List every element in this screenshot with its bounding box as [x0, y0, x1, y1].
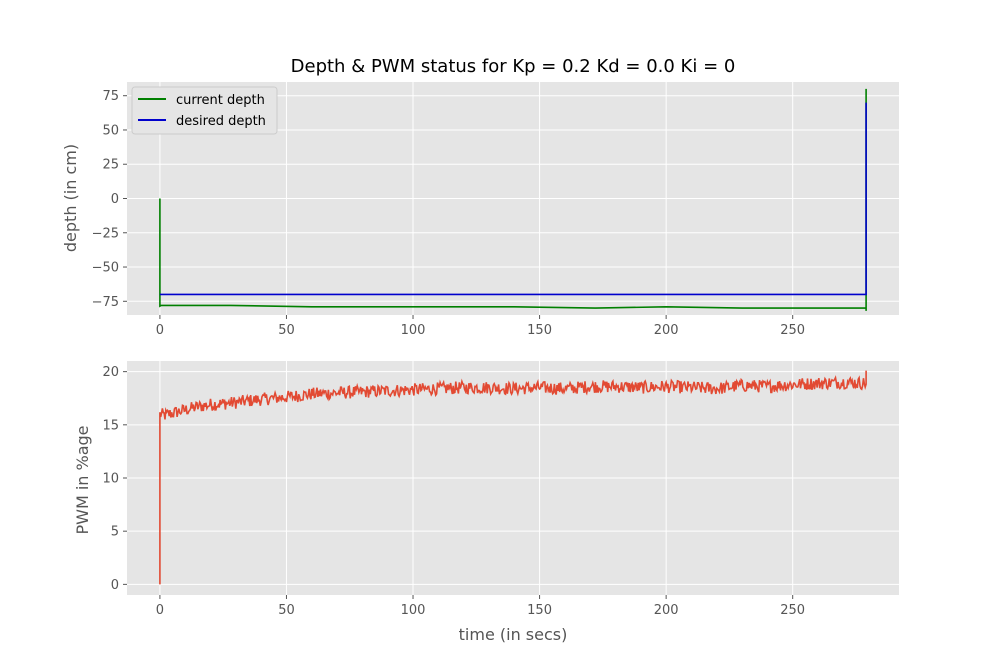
- chart-title: Depth & PWM status for Kp = 0.2 Kd = 0.0…: [291, 56, 736, 77]
- series-line-pwm: [159, 370, 867, 585]
- pwm-y-tick-label: 15: [102, 418, 119, 433]
- depth-x-tick-label: 0: [156, 323, 164, 338]
- legend-box: [131, 86, 278, 135]
- pwm-x-tick-label: 200: [654, 603, 679, 618]
- depth-y-tick-label: 0: [111, 192, 119, 207]
- pwm-x-tick-label: 250: [780, 603, 805, 618]
- series-line-current-depth: [159, 88, 867, 311]
- legend-label-desired-depth: desired depth: [176, 114, 266, 129]
- pwm-series: [159, 370, 867, 585]
- pwm-x-tick-label: 50: [278, 603, 295, 618]
- pwm-x-tick-label: 100: [401, 603, 426, 618]
- depth-y-tick-label: 25: [102, 158, 119, 173]
- pwm-y-tick-label: 5: [111, 525, 119, 540]
- depth-x-tick-label: 100: [401, 323, 426, 338]
- legend-label-current-depth: current depth: [176, 93, 265, 108]
- depth-y-tick-label: −25: [92, 226, 119, 241]
- pwm-y-tick-label: 10: [102, 472, 119, 487]
- depth-series: [159, 88, 867, 311]
- depth-y-tick-label: 75: [102, 89, 119, 104]
- depth-y-axis-label: depth (in cm): [61, 144, 80, 252]
- depth-y-tick-label: 50: [102, 123, 119, 138]
- depth-x-tick-label: 250: [780, 323, 805, 338]
- depth-x-tick-label: 150: [527, 323, 552, 338]
- pwm-y-axis-label: PWM in %age: [73, 425, 92, 534]
- depth-y-tick-label: −75: [92, 295, 119, 310]
- pwm-y-tick-label: 0: [111, 578, 119, 593]
- pwm-x-tick-label: 150: [527, 603, 552, 618]
- legend: current depth desired depth: [131, 86, 278, 135]
- depth-grid: [123, 82, 899, 319]
- series-line-desired-depth: [159, 102, 867, 296]
- depth-y-tick-label: −50: [92, 261, 119, 276]
- depth-x-tick-label: 50: [278, 323, 295, 338]
- x-axis-label: time (in secs): [459, 625, 568, 644]
- depth-x-tick-label: 200: [654, 323, 679, 338]
- pwm-y-tick-label: 20: [102, 365, 119, 380]
- pwm-x-tick-label: 0: [156, 603, 164, 618]
